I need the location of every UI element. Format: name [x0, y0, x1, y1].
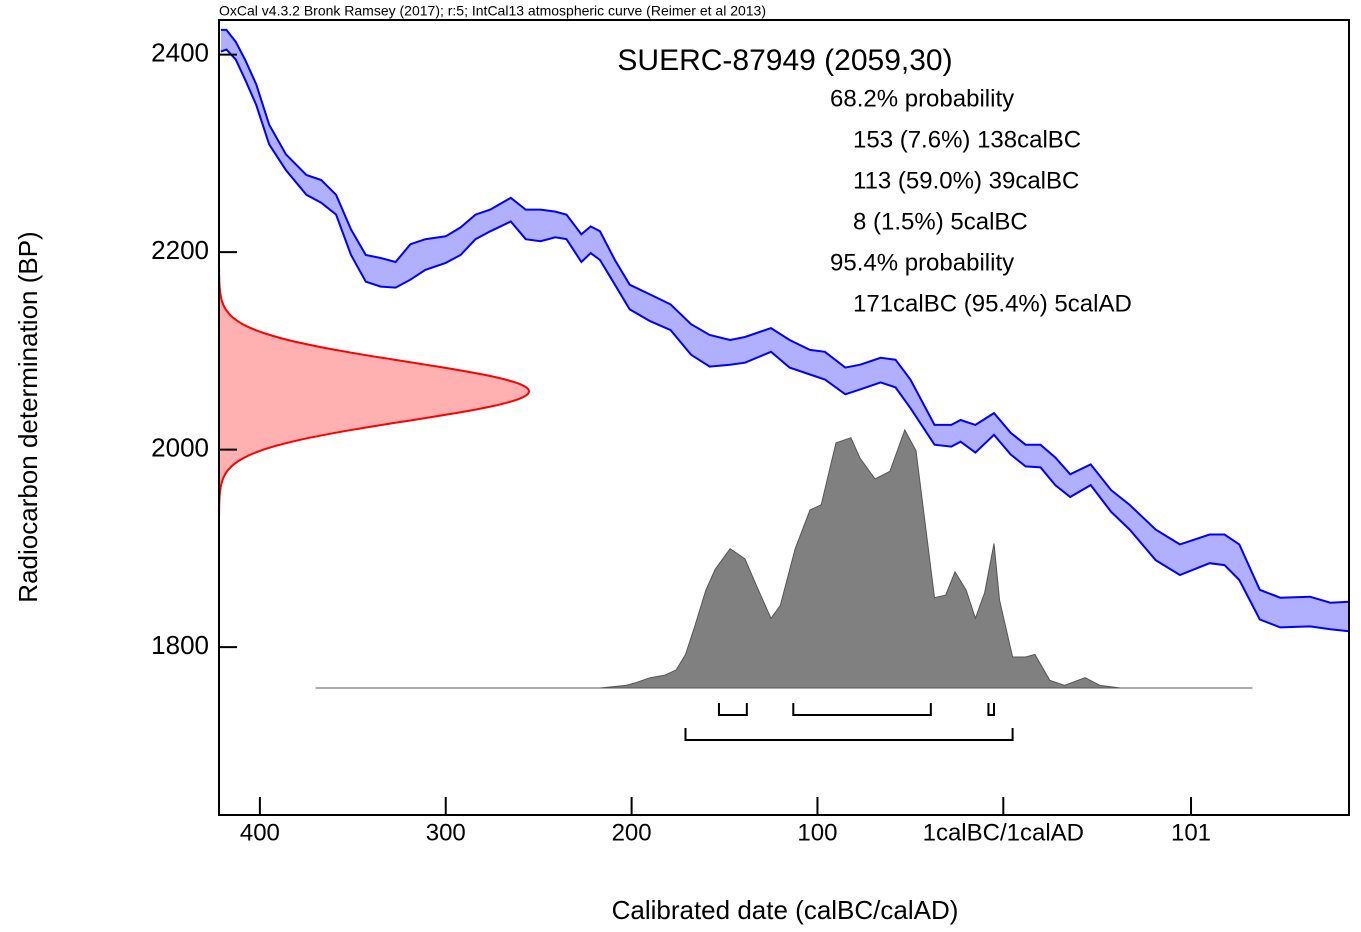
probability-distribution [315, 428, 1253, 689]
range-label: 8 (1.5%) 5calBC [853, 208, 1028, 235]
range-label: 171calBC (95.4%) 5calAD [853, 290, 1132, 317]
y-tick-label: 2000 [151, 432, 209, 462]
chart-note: OxCal v4.3.2 Bronk Ramsey (2017); r:5; I… [219, 3, 766, 19]
x-tick-label: 101 [1171, 819, 1211, 846]
x-axis-label: Calibrated date (calBC/calAD) [612, 895, 959, 925]
plot-area [219, 28, 1349, 689]
range-level: 95.4% probability [830, 249, 1014, 276]
y-tick-label: 2400 [151, 37, 209, 67]
y-axis-label: Radiocarbon determination (BP) [13, 231, 43, 602]
range-bracket [684, 728, 1014, 741]
range-bracket [792, 703, 932, 716]
curve-upper [220, 28, 1349, 604]
x-tick-label: 100 [797, 819, 837, 846]
x-tick-label: 200 [612, 819, 652, 846]
range-level: 68.2% probability [830, 85, 1014, 112]
range-label: 153 (7.6%) 138calBC [853, 126, 1081, 153]
y-tick-label: 2200 [151, 235, 209, 265]
y-tick-label: 1800 [151, 630, 209, 660]
measurement-distribution [219, 262, 531, 520]
x-tick-label: 1calBC/1calAD [923, 819, 1084, 846]
chart-title: SUERC-87949 (2059,30) [617, 44, 952, 77]
range-label: 113 (59.0%) 39calBC [853, 167, 1079, 194]
plot-frame [218, 19, 1350, 816]
curve-band [220, 29, 1349, 632]
range-bracket [987, 703, 996, 716]
curve-lower [220, 48, 1349, 633]
x-tick-label: 300 [426, 819, 466, 846]
x-tick-label: 400 [240, 819, 280, 846]
range-bracket [717, 703, 748, 716]
